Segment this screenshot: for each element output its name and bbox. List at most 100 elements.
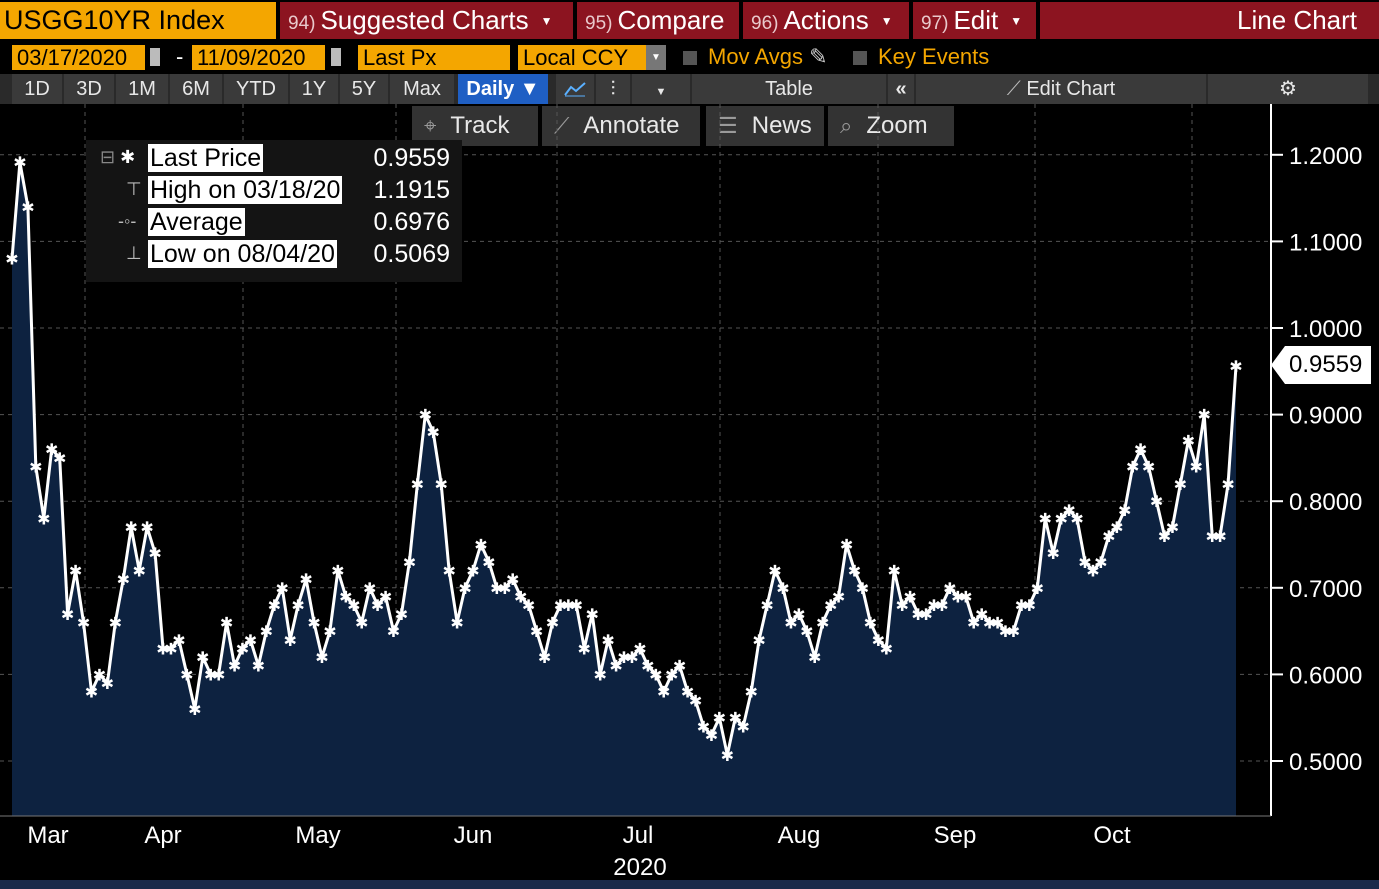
annotate-button[interactable]: ⟋ Annotate	[542, 106, 700, 146]
x-axis-year-label: 2020	[613, 854, 666, 880]
period-1m-button[interactable]: 1M	[116, 74, 168, 104]
legend-row-low[interactable]: ⊥ Low on 08/04/20 0.5069	[86, 240, 462, 270]
data-point-marker: ✱	[21, 198, 34, 217]
data-point-marker: ✱	[776, 579, 789, 598]
data-point-marker: ✱	[546, 613, 559, 632]
x-axis-month-label: Jun	[454, 822, 493, 849]
date-range-bar: 03/17/2020 - 11/09/2020 Last Px Local CC…	[0, 43, 1379, 71]
chevron-down-icon: ▼	[1010, 14, 1023, 28]
mov-avgs-checkbox[interactable]	[683, 51, 697, 65]
table-button[interactable]: Table	[692, 74, 886, 104]
period-1y-button[interactable]: 1Y	[290, 74, 338, 104]
series-area	[12, 162, 1236, 816]
news-icon: ☰	[718, 113, 738, 138]
period-max-button[interactable]: Max	[390, 74, 454, 104]
chevron-down-icon[interactable]: ▼	[646, 45, 666, 70]
data-point-marker: ✱	[148, 544, 161, 563]
x-axis-month-label: Apr	[144, 822, 181, 849]
data-point-marker: ✱	[180, 665, 193, 684]
annotate-icon: ⟋	[554, 113, 570, 138]
actions-menu[interactable]: 96) Actions ▼	[743, 2, 909, 39]
period-ytd-button[interactable]: YTD	[224, 74, 288, 104]
data-point-marker: ✱	[562, 596, 575, 615]
data-point-marker: ✱	[864, 613, 877, 632]
chevron-down-icon: ▼	[880, 14, 893, 28]
legend-row-high[interactable]: ⊤ High on 03/18/20 1.1915	[86, 176, 462, 206]
data-point-marker: ✱	[665, 665, 678, 684]
calendar-icon[interactable]	[150, 48, 160, 66]
data-point-marker: ✱	[951, 587, 964, 606]
edit-chart-button[interactable]: ⟋ Edit Chart	[916, 74, 1206, 104]
data-point-marker: ✱	[625, 648, 638, 667]
data-point-marker: ✱	[593, 665, 606, 684]
suggested-charts-menu[interactable]: 94) Suggested Charts ▼	[280, 2, 573, 39]
legend-row-average[interactable]: -◦- Average 0.6976	[86, 208, 462, 238]
menu-number: 96)	[751, 13, 779, 34]
y-axis-tick-label: 0.5000	[1289, 749, 1362, 776]
data-point-marker: ✱	[291, 596, 304, 615]
start-date-field[interactable]: 03/17/2020	[12, 45, 145, 70]
data-point-marker: ✱	[164, 639, 177, 658]
compare-menu[interactable]: 95) Compare	[577, 2, 739, 39]
news-button[interactable]: ☰ News	[706, 106, 824, 146]
legend-row-last-price[interactable]: ⊟ ✱ Last Price 0.9559	[86, 144, 462, 174]
data-point-marker: ✱	[363, 579, 376, 598]
data-point-marker: ✱	[307, 613, 320, 632]
chevron-down-icon[interactable]: ▼	[632, 74, 690, 104]
data-point-marker: ✱	[5, 250, 18, 269]
data-point-marker: ✱	[1126, 458, 1139, 477]
period-5y-button[interactable]: 5Y	[340, 74, 388, 104]
data-point-marker: ✱	[466, 561, 479, 580]
key-events-checkbox[interactable]	[853, 51, 867, 65]
data-point-marker: ✱	[617, 648, 630, 667]
collapse-icon[interactable]: «	[888, 74, 914, 104]
calendar-icon[interactable]	[331, 48, 341, 66]
line-chart-icon[interactable]	[556, 74, 594, 104]
price-chart[interactable]: ✱✱✱✱✱✱✱✱✱✱✱✱✱✱✱✱✱✱✱✱✱✱✱✱✱✱✱✱✱✱✱✱✱✱✱✱✱✱✱✱…	[0, 104, 1379, 880]
menu-label: Compare	[617, 5, 725, 35]
period-6m-button[interactable]: 6M	[170, 74, 222, 104]
currency-selector[interactable]: Local CCY	[518, 45, 646, 70]
zoom-button[interactable]: ⌕ Zoom	[828, 106, 954, 146]
data-point-marker: ✱	[895, 596, 908, 615]
legend-name: High on 03/18/20	[148, 176, 343, 204]
data-point-marker: ✱	[657, 683, 670, 702]
end-date-field[interactable]: 11/09/2020	[192, 45, 325, 70]
gear-icon[interactable]: ⚙	[1208, 74, 1368, 104]
data-point-marker: ✱	[681, 683, 694, 702]
key-events-label[interactable]: Key Events	[878, 44, 990, 69]
data-point-marker: ✱	[1039, 510, 1052, 529]
data-point-marker: ✱	[442, 561, 455, 580]
data-point-marker: ✱	[522, 596, 535, 615]
data-point-marker: ✱	[172, 631, 185, 650]
period-1d-button[interactable]: 1D	[12, 74, 62, 104]
data-point-marker: ✱	[77, 613, 90, 632]
legend-name: Low on 08/04/20	[148, 240, 337, 268]
data-point-marker: ✱	[244, 631, 257, 650]
bar-chart-icon[interactable]: ⫶	[596, 74, 630, 104]
track-button[interactable]: ⌖ Track	[412, 106, 538, 146]
data-point-marker: ✱	[1221, 475, 1234, 494]
frequency-dropdown[interactable]: Daily ▼	[458, 74, 548, 104]
data-point-marker: ✱	[824, 596, 837, 615]
mov-avgs-label[interactable]: Mov Avgs ✎	[708, 44, 828, 69]
data-point-marker: ✱	[578, 639, 591, 658]
y-axis-tick-label: 1.1000	[1289, 229, 1362, 256]
data-point-marker: ✱	[450, 613, 463, 632]
pencil-icon[interactable]: ✎	[809, 44, 828, 69]
ticker-field[interactable]: USGG10YR Index	[0, 2, 276, 39]
period-3d-button[interactable]: 3D	[64, 74, 114, 104]
legend-value: 1.1915	[373, 176, 450, 204]
data-point-marker: ✱	[721, 746, 734, 765]
chart-type-title: Line Chart	[1040, 2, 1379, 39]
data-point-marker: ✱	[832, 587, 845, 606]
data-point-marker: ✱	[53, 449, 66, 468]
edit-menu[interactable]: 97) Edit ▼	[913, 2, 1036, 39]
data-point-marker: ✱	[1070, 510, 1083, 529]
field-selector[interactable]: Last Px	[358, 45, 510, 70]
data-point-marker: ✱	[808, 648, 821, 667]
legend-value: 0.6976	[373, 208, 450, 236]
status-strip	[0, 880, 1379, 889]
data-point-marker: ✱	[1174, 475, 1187, 494]
data-point-marker: ✱	[1213, 527, 1226, 546]
